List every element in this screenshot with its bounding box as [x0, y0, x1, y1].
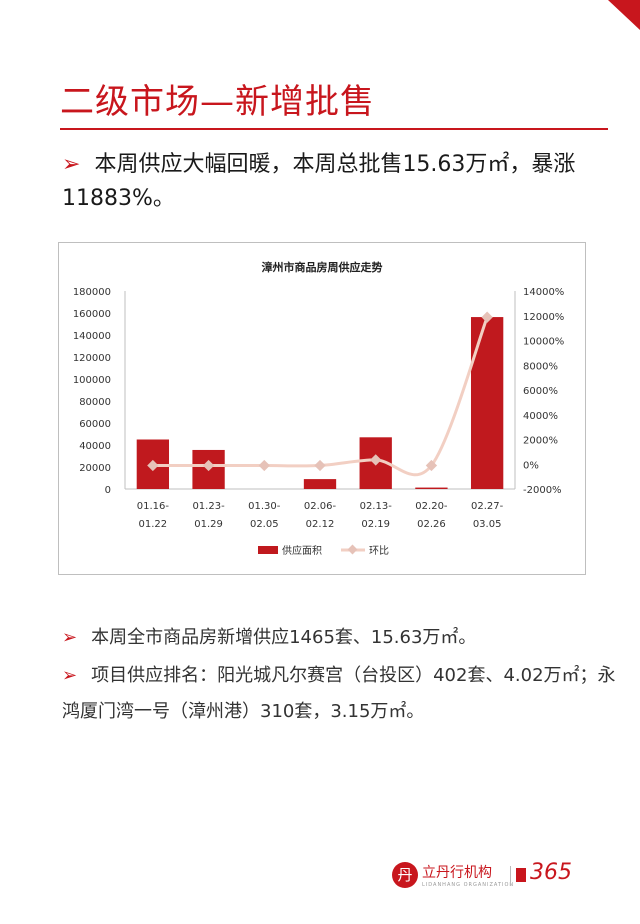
- bar: [470, 317, 504, 489]
- y-right-tick-label: -2000%: [523, 485, 562, 496]
- bullet-ranking-text: 项目供应排名：阳光城凡尔赛宫（台投区）402套、4.02万㎡；永鸿厦门湾一号（漳…: [62, 665, 616, 722]
- y-left-tick-label: 80000: [79, 397, 111, 408]
- line-point: [202, 459, 215, 472]
- footer-logo: 丹 立丹行机构 LIDANHANG ORGANIZATION 365: [392, 858, 592, 894]
- bullet-arrow-icon: ➢: [62, 665, 78, 686]
- x-tick-label: 02.06-: [304, 501, 337, 512]
- y-left-tick-label: 180000: [73, 287, 111, 298]
- y-right-tick-label: 10000%: [523, 337, 564, 348]
- y-right-tick-label: 0%: [523, 460, 539, 471]
- bullet-supply: ➢ 本周全市商品房新增供应1465套、15.63万㎡。: [62, 620, 622, 656]
- bar: [303, 479, 337, 489]
- bullet-arrow-icon: ➢: [62, 627, 78, 648]
- x-tick-label: 02.05: [250, 519, 279, 530]
- y-right-tick-label: 4000%: [523, 411, 558, 422]
- x-tick-label: 03.05: [473, 519, 502, 530]
- bullet-arrow-icon: ➢: [62, 152, 81, 177]
- x-tick-label: 02.26: [417, 519, 446, 530]
- y-left-tick-label: 140000: [73, 331, 111, 342]
- x-tick-label: 01.30-: [248, 501, 281, 512]
- y-right-tick-label: 8000%: [523, 361, 558, 372]
- y-left-tick-label: 40000: [79, 441, 111, 452]
- footer-divider: [510, 866, 511, 886]
- y-left-tick-label: 0: [105, 485, 111, 496]
- brand-logo-icon: 丹: [392, 862, 418, 888]
- y-right-tick-label: 12000%: [523, 312, 564, 323]
- brand-name: 立丹行机构: [422, 865, 492, 881]
- y-left-tick-label: 60000: [79, 419, 111, 430]
- x-tick-label: 02.27-: [471, 501, 504, 512]
- bullet-summary: ➢ 本周供应大幅回暖，本周总批售15.63万㎡，暴涨11883%。: [62, 148, 622, 216]
- y-right-tick-label: 14000%: [523, 287, 564, 298]
- brand-365: 365: [530, 860, 572, 885]
- x-tick-label: 02.13-: [360, 501, 393, 512]
- chart-svg: 漳州市商品房周供应走势 0 20000 40000 60000 80000 100000 12…: [73, 260, 565, 557]
- line-point: [314, 459, 326, 472]
- x-tick-label: 02.20-: [415, 501, 448, 512]
- badge-icon: [516, 868, 526, 882]
- brand-subtitle: LIDANHANG ORGANIZATION: [422, 882, 515, 888]
- legend-label-huanbi: 环比: [369, 545, 389, 557]
- corner-decoration: [608, 0, 640, 30]
- x-tick-label: 01.29: [194, 519, 223, 530]
- y-left-tick-label: 160000: [73, 309, 111, 320]
- bullet-summary-text: 本周供应大幅回暖，本周总批售15.63万㎡，暴涨11883%。: [62, 152, 576, 211]
- legend-swatch-marker: [347, 544, 358, 555]
- x-tick-label: 02.19: [361, 519, 390, 530]
- bullet-ranking: ➢ 项目供应排名：阳光城凡尔赛宫（台投区）402套、4.02万㎡；永鸿厦门湾一号（…: [62, 658, 622, 730]
- legend-swatch-bar: [258, 546, 278, 554]
- y-left-tick-label: 100000: [73, 375, 111, 386]
- chart-title: 漳州市商品房周供应走势: [262, 260, 383, 274]
- x-tick-label: 02.12: [306, 519, 335, 530]
- line-point: [370, 454, 382, 466]
- bar: [415, 487, 448, 489]
- legend-label-supply: 供应面积: [282, 544, 322, 557]
- y-left-tick-label: 20000: [79, 463, 111, 474]
- bullet-supply-text: 本周全市商品房新增供应1465套、15.63万㎡。: [91, 627, 477, 648]
- y-right-tick-label: 6000%: [523, 386, 558, 397]
- x-tick-label: 01.16-: [137, 501, 170, 512]
- title-divider: [60, 128, 608, 130]
- line-point: [147, 459, 159, 472]
- x-tick-label: 01.23-: [192, 501, 225, 512]
- y-left-tick-label: 120000: [73, 353, 111, 364]
- supply-chart: 漳州市商品房周供应走势 0 20000 40000 60000 80000 100000 12…: [58, 242, 586, 575]
- page-title: 二级市场—新增批售: [60, 82, 375, 122]
- line-point: [258, 459, 270, 472]
- line-point: [425, 459, 438, 472]
- y-right-tick-label: 2000%: [523, 436, 558, 447]
- x-tick-label: 01.22: [139, 519, 168, 530]
